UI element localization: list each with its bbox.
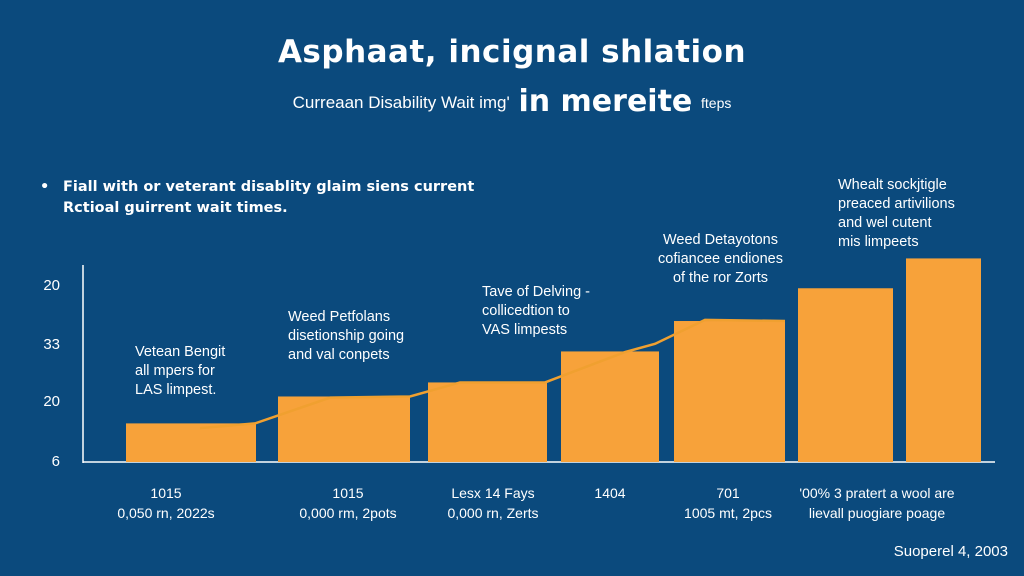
subtitle-part-3: fteps — [701, 95, 732, 111]
annotation-line: and wel cutent — [838, 215, 932, 231]
x-tick-label-line: 701 — [716, 485, 740, 501]
chart-title: Asphaat, incignal shlation — [277, 34, 747, 70]
annotation-line: Tave of Delving - — [482, 284, 590, 300]
bar — [126, 423, 256, 462]
x-tick-label-line: lievall puogiare poage — [808, 505, 946, 521]
subtitle-part-2: in mereite — [518, 84, 693, 119]
bar — [278, 396, 410, 462]
x-tick-label-line: 0,050 rn, 2022s — [117, 505, 215, 521]
x-tick-label-line: Lesx 14 Fays — [451, 485, 535, 501]
annotation-line: collicedtion to — [482, 303, 570, 319]
bullet-line-2: Rctioal guirrent wait times. — [63, 200, 288, 216]
bar — [561, 351, 659, 462]
annotation: Vetean Bengit all mpers for LAS limpest. — [135, 343, 225, 400]
trend-line — [199, 318, 786, 430]
annotation-line: and val conpets — [288, 347, 390, 363]
y-tick-label: 20 — [43, 277, 60, 294]
subtitle-part-1: Curreaan Disability Wait img' — [292, 93, 510, 112]
bullet-dot-icon: • — [40, 179, 50, 195]
annotation-line: of the ror Zorts — [672, 270, 769, 286]
bar — [798, 288, 893, 462]
annotation-line: VAS limpests — [482, 322, 568, 338]
annotation-line: mis limpeets — [838, 234, 919, 250]
bar — [428, 382, 547, 462]
x-tick-label: 1015 0,000 rm, 2pots — [263, 483, 433, 523]
x-tick-label: '00% 3 pratert a wool are lievall puogiar… — [792, 483, 962, 523]
x-tick-label: Lesx 14 Fays 0,000 rn, Zerts — [408, 483, 578, 523]
annotation: Tave of Delving - collicedtion to VAS limp… — [482, 283, 590, 340]
bullet-line-1: Fiall with or veterant disablity glaim s… — [63, 179, 475, 195]
y-tick-label: 20 — [43, 393, 60, 410]
chart-subtitle: Curreaan Disability Wait img' in mereite… — [0, 84, 1024, 119]
annotation-line: cofiancee endiones — [658, 251, 783, 267]
annotation-line: Whealt sockjtigle — [838, 177, 947, 193]
annotation: Weed Petfolans disetionship going and val … — [288, 308, 404, 365]
annotation-line: LAS limpest. — [135, 382, 217, 398]
x-tick-label-line: 1404 — [594, 485, 626, 501]
y-tick-label: 33 — [43, 336, 60, 353]
annotation-line: Weed Detayotons — [662, 232, 778, 248]
y-tick-label: 6 — [52, 453, 60, 470]
x-tick-label-line: 0,000 rm, 2pots — [299, 505, 397, 521]
annotation-line: disetionship going — [288, 328, 405, 344]
annotation: Weed Detayotons cofiancee endiones of the … — [658, 231, 783, 288]
annotation: Whealt sockjtigle preaced artivilions and … — [838, 176, 955, 252]
footer-date: Suoperel 4, 2003 — [893, 543, 1008, 560]
x-tick-label-line: 1015 — [332, 485, 364, 501]
annotation-line: Weed Petfolans — [288, 309, 391, 325]
annotation-line: all mpers for — [135, 363, 215, 379]
x-tick-label-line: 0,000 rn, Zerts — [447, 505, 539, 521]
x-tick-label-line: 1015 — [150, 485, 182, 501]
x-tick-label: 701 1005 mt, 2pcs — [643, 483, 813, 523]
bar — [674, 321, 785, 462]
bullet-note: • Fiall with or veterant disablity glaim… — [40, 177, 474, 219]
x-tick-label: 1404 — [525, 483, 695, 523]
x-tick-label-line: 1005 mt, 2pcs — [684, 505, 772, 521]
bar — [906, 258, 981, 462]
x-tick-label-line: '00% 3 pratert a wool are — [799, 485, 955, 501]
annotation-line: preaced artivilions — [838, 196, 955, 212]
annotation-line: Vetean Bengit — [135, 344, 226, 360]
x-tick-label: 1015 0,050 rn, 2022s — [81, 483, 251, 523]
